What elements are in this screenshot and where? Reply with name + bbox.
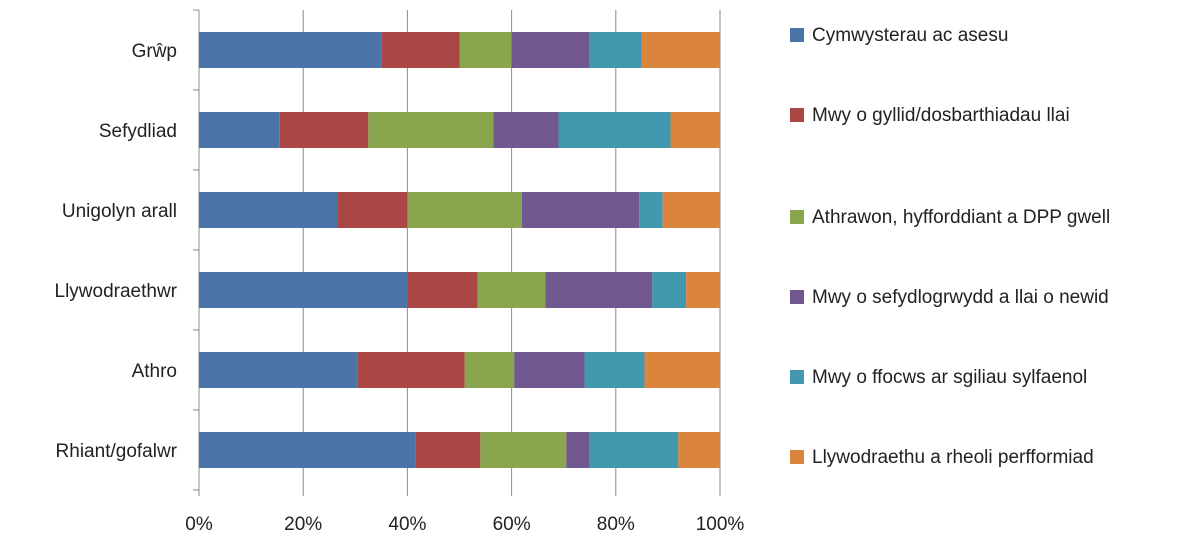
category-label: Grŵp — [132, 41, 177, 62]
legend-label-1: Cymwysterau ac asesu — [812, 25, 1009, 46]
bar-segment — [480, 432, 567, 468]
bar-segment — [678, 432, 720, 468]
legend-label-5: Mwy o ffocws ar sgiliau sylfaenol — [812, 367, 1088, 388]
legend-swatch-3 — [790, 210, 804, 224]
bar-segment — [279, 112, 369, 148]
bar-segment — [368, 112, 494, 148]
bar-segment — [670, 112, 720, 148]
bar-segment — [511, 32, 590, 68]
legend-item-6: Llywodraethu a rheoli perfformiad — [790, 442, 1094, 474]
legend-item-2: Mwy o gyllid/dosbarthiadau llai — [790, 100, 1070, 132]
bar-segment — [199, 352, 358, 388]
stacked-bar-chart: 0% 20% 40% 60% 80% 100% Grŵp Sefydliad Unigolyn … — [55, 9, 745, 535]
bar-segment — [662, 192, 720, 228]
category-label: Athro — [132, 361, 177, 382]
bar-segment — [584, 352, 645, 388]
x-tick-label: 40% — [388, 514, 426, 535]
bar-segment — [477, 272, 546, 308]
category-label: Llywodraethwr — [55, 281, 178, 302]
bar-segment — [522, 192, 640, 228]
category-label: Sefydliad — [99, 121, 177, 142]
bar-segment — [514, 352, 585, 388]
legend-item-1: Cymwysterau ac asesu — [790, 20, 1008, 52]
bar-segment — [566, 432, 590, 468]
bar-segment — [641, 32, 720, 68]
bar-segment — [199, 112, 280, 148]
bar-segment — [415, 432, 481, 468]
x-tick-label: 0% — [185, 514, 213, 535]
legend-label-2: Mwy o gyllid/dosbarthiadau llai — [812, 105, 1070, 126]
bar-segment — [545, 272, 653, 308]
bar-segment — [407, 272, 478, 308]
category-label: Rhiant/gofalwr — [56, 441, 178, 462]
legend-item-3: Athrawon, hyfforddiant a DPP gwell — [790, 202, 1110, 234]
bar-segment — [493, 112, 559, 148]
legend-label-3: Athrawon, hyfforddiant a DPP gwell — [812, 207, 1111, 228]
legend-label-6: Llywodraethu a rheoli perfformiad — [812, 447, 1094, 468]
legend-swatch-4 — [790, 290, 804, 304]
bar-segment — [652, 272, 687, 308]
x-tick-label: 60% — [493, 514, 531, 535]
legend-swatch-5 — [790, 370, 804, 384]
bar-segment — [464, 352, 515, 388]
x-tick-label: 20% — [284, 514, 322, 535]
x-tick-label: 100% — [696, 514, 745, 535]
bar-segment — [357, 352, 465, 388]
bar-segment — [407, 192, 523, 228]
bar-segment — [639, 192, 663, 228]
bar-segment — [589, 32, 642, 68]
legend-item-4: Mwy o sefydlogrwydd a llai o newid — [790, 282, 1109, 314]
bar-segment — [199, 32, 382, 68]
x-tick-label: 80% — [597, 514, 635, 535]
bar-segment — [686, 272, 720, 308]
legend-item-5: Mwy o ffocws ar sgiliau sylfaenol — [790, 362, 1087, 394]
bar-segment — [644, 352, 720, 388]
legend-swatch-1 — [790, 28, 804, 42]
bar-segment — [381, 32, 460, 68]
legend-swatch-6 — [790, 450, 804, 464]
bar-segment — [199, 272, 408, 308]
bar-segment — [589, 432, 679, 468]
bar-segment — [337, 192, 408, 228]
category-label: Unigolyn arall — [62, 201, 177, 222]
bar-segment — [459, 32, 512, 68]
bar-segment — [558, 112, 671, 148]
legend-swatch-2 — [790, 108, 804, 122]
bar-segment — [199, 192, 338, 228]
legend-label-4: Mwy o sefydlogrwydd a llai o newid — [812, 287, 1109, 308]
bar-segment — [199, 432, 416, 468]
